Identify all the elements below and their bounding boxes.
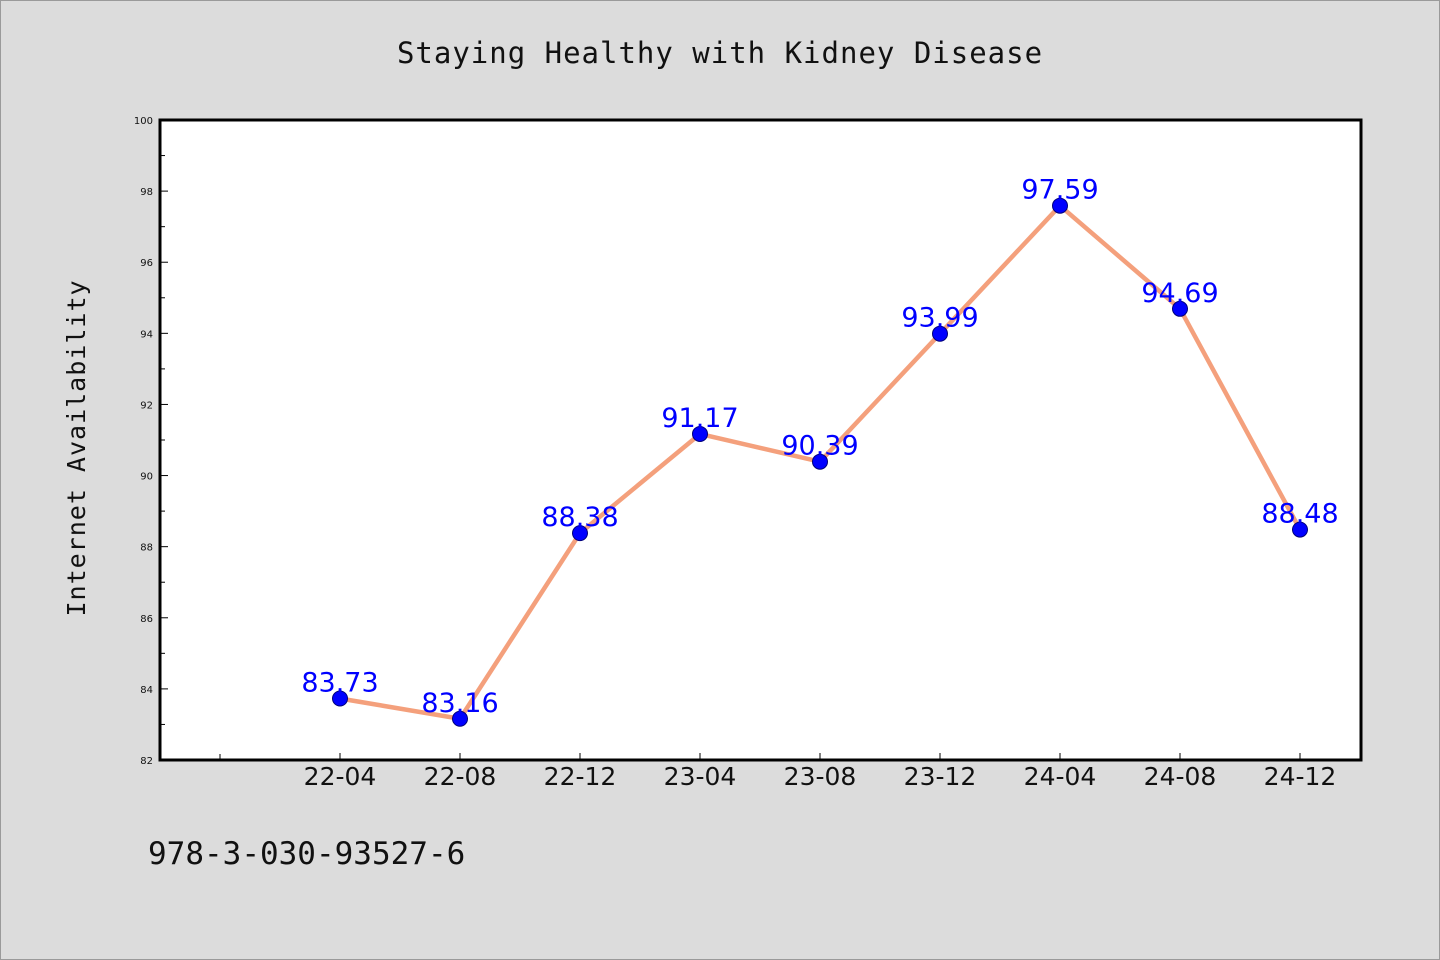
data-point-marker bbox=[812, 453, 828, 470]
data-point-marker bbox=[572, 525, 588, 542]
data-point-marker bbox=[932, 325, 948, 342]
data-label: 83.73 bbox=[301, 667, 378, 698]
data-point-marker bbox=[1052, 197, 1068, 214]
y-tick-label: 94 bbox=[140, 329, 153, 340]
data-label: 94.69 bbox=[1141, 278, 1218, 309]
data-point-marker bbox=[1292, 521, 1308, 538]
isbn-footer: 978-3-030-93527-6 bbox=[148, 836, 465, 872]
data-label: 91.17 bbox=[661, 403, 738, 434]
y-tick-label: 92 bbox=[140, 400, 153, 411]
x-tick-label: 22-04 bbox=[304, 762, 377, 791]
data-label: 88.48 bbox=[1261, 499, 1338, 530]
y-tick-label: 96 bbox=[140, 258, 153, 269]
y-axis-label: Internet Availability bbox=[62, 279, 91, 616]
chart-title: Staying Healthy with Kidney Disease bbox=[397, 36, 1043, 70]
data-point-marker bbox=[1172, 300, 1188, 317]
data-point-marker bbox=[692, 425, 708, 442]
y-tick-label: 84 bbox=[140, 685, 153, 696]
data-label: 97.59 bbox=[1021, 175, 1098, 206]
x-tick-label: 22-08 bbox=[424, 762, 497, 791]
data-point-marker bbox=[452, 710, 468, 727]
x-axis: 22-04 22-08 22-12 23-04 23-08 23-12 24-04 24-08… bbox=[219, 753, 1337, 791]
data-point-marker bbox=[332, 690, 348, 707]
series-line-group bbox=[332, 197, 1308, 727]
x-tick-label: 24-08 bbox=[1144, 762, 1217, 791]
x-tick-label: 23-08 bbox=[784, 762, 857, 791]
x-tick-label: 24-12 bbox=[1264, 762, 1337, 791]
y-tick-label: 100 bbox=[134, 116, 153, 127]
plot-area bbox=[158, 118, 1363, 762]
y-tick-label: 98 bbox=[140, 187, 153, 198]
y-tick-label: 82 bbox=[140, 756, 153, 767]
x-tick-label: 24-04 bbox=[1024, 762, 1097, 791]
y-tick-label: 88 bbox=[140, 543, 153, 554]
data-label: 93.99 bbox=[901, 303, 978, 334]
x-tick-label: 22-12 bbox=[544, 762, 617, 791]
data-label: 88.38 bbox=[541, 502, 618, 533]
y-tick-label: 90 bbox=[140, 472, 153, 483]
data-label: 90.39 bbox=[781, 431, 858, 462]
y-axis: 82 84 86 88 90 92 94 96 98 100 bbox=[134, 116, 168, 767]
data-label: 83.16 bbox=[421, 688, 498, 719]
data-labels: 83.73 83.16 88.38 91.17 90.39 93.99 97.59 94.69… bbox=[301, 175, 1338, 719]
x-tick-label: 23-04 bbox=[664, 762, 737, 791]
x-tick-label: 23-12 bbox=[904, 762, 977, 791]
y-tick-label: 86 bbox=[140, 614, 153, 625]
